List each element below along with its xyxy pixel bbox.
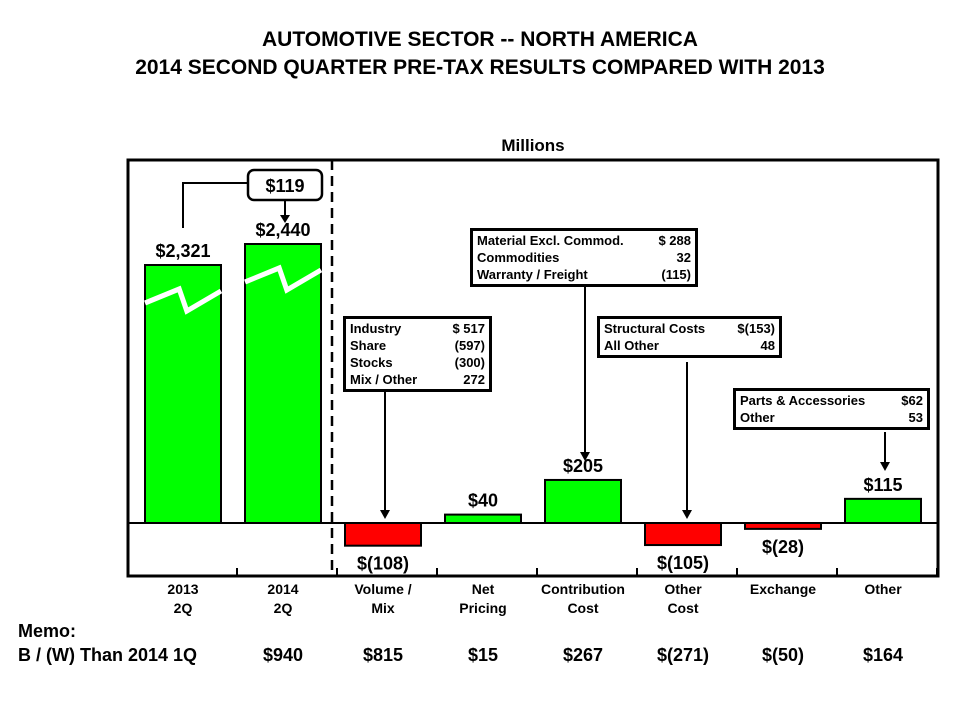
callout-label: Share	[350, 338, 387, 353]
callout-value: (300)	[454, 355, 485, 370]
callout-value: 32	[676, 250, 691, 265]
callout-row: All Other 48	[604, 337, 775, 354]
arrowhead-other-cost	[682, 510, 692, 519]
memo-value-2: $15	[467, 645, 499, 665]
callout-value: (597)	[454, 338, 485, 353]
bar-3	[444, 513, 522, 524]
bar-7	[844, 497, 922, 525]
callout-value: 48	[760, 338, 775, 353]
category-label-3: Net	[472, 581, 495, 597]
callout-row: Parts & Accessories $62	[740, 392, 923, 409]
category-label-4: Contribution	[541, 581, 625, 597]
callout-row: Material Excl. Commod. $ 288	[477, 232, 691, 249]
callout-value: 272	[463, 372, 485, 387]
callout-value: $ 517	[452, 321, 485, 336]
callout-volume-mix: Industry $ 517 Share (597) Stocks (300) Mix / …	[343, 316, 492, 392]
callout-row: Mix / Other 272	[350, 371, 485, 388]
callout-row: Stocks (300)	[350, 354, 485, 371]
data-label-3: $40	[468, 491, 498, 511]
callout-label: Structural Costs	[604, 321, 706, 336]
callout-row: Warranty / Freight (115)	[477, 266, 691, 283]
change-arrowhead	[280, 215, 290, 223]
bar-4	[544, 478, 622, 525]
memo-value-1: $815	[362, 645, 404, 665]
chart-frame	[126, 158, 940, 578]
callout-value: 53	[908, 410, 923, 425]
callout-value: $62	[901, 393, 923, 408]
memo-value-4: $(271)	[656, 645, 710, 665]
arrowhead-other	[880, 462, 890, 471]
callout-row: Commodities 32	[477, 249, 691, 266]
axis-break-mark	[244, 264, 323, 294]
data-label-0: $2,321	[155, 241, 210, 261]
change-connector	[182, 182, 248, 228]
callout-row: Industry $ 517	[350, 320, 485, 337]
category-label-3: Pricing	[459, 600, 506, 616]
callout-label: Commodities	[477, 250, 560, 265]
callout-label: Mix / Other	[350, 372, 418, 387]
category-label-1: 2Q	[274, 600, 293, 616]
category-label-7: Other	[864, 581, 902, 597]
callout-value: (115)	[661, 267, 691, 282]
memo-value-3: $267	[562, 645, 604, 665]
callout-label: Material Excl. Commod.	[477, 233, 624, 248]
callout-value: $(153)	[737, 321, 775, 336]
bar-0	[144, 264, 222, 524]
data-label-2: $(108)	[357, 554, 409, 574]
category-label-6: Exchange	[750, 581, 816, 597]
bar-5	[644, 522, 722, 547]
arrowhead-contribution	[580, 452, 590, 461]
category-label-0: 2013	[167, 581, 198, 597]
callout-other: Parts & Accessories $62 Other 53	[733, 388, 930, 430]
callout-label: Parts & Accessories	[740, 393, 866, 408]
category-label-0: 2Q	[174, 600, 193, 616]
data-label-5: $(105)	[657, 553, 709, 573]
memo-label: Memo:	[18, 621, 76, 641]
data-label-6: $(28)	[762, 537, 804, 557]
callout-other-cost: Structural Costs $(153) All Other 48	[597, 316, 782, 358]
category-label-4: Cost	[567, 600, 598, 616]
memo-value-0: $940	[262, 645, 304, 665]
callout-label: All Other	[604, 338, 659, 353]
data-label-4: $205	[563, 456, 603, 476]
category-label-2: Mix	[371, 600, 395, 616]
callout-label: Stocks	[350, 355, 393, 370]
bar-1	[244, 243, 322, 524]
callout-label: Other	[740, 410, 775, 425]
title-line-2: 2014 SECOND QUARTER PRE-TAX RESULTS COMP…	[135, 56, 825, 79]
callout-value: $ 288	[658, 233, 691, 248]
category-label-1: 2014	[267, 581, 298, 597]
memo-value-6: $164	[862, 645, 904, 665]
title-line-1: AUTOMOTIVE SECTOR -- NORTH AMERICA	[262, 28, 698, 51]
callout-row: Share (597)	[350, 337, 485, 354]
change-label: $119	[265, 176, 304, 196]
category-label-2: Volume /	[354, 581, 411, 597]
bar-2	[344, 522, 422, 547]
category-label-5: Other	[664, 581, 702, 597]
data-label-1: $2,440	[255, 220, 310, 240]
callout-row: Other 53	[740, 409, 923, 426]
data-label-7: $115	[863, 475, 902, 495]
change-box	[246, 168, 324, 202]
callout-label: Warranty / Freight	[477, 267, 588, 282]
chart-subtitle: Millions	[501, 136, 564, 155]
callout-contribution-cost: Material Excl. Commod. $ 288 Commodities 32…	[470, 228, 698, 287]
category-label-5: Cost	[667, 600, 698, 616]
memo-value-5: $(50)	[761, 645, 805, 665]
callout-label: Industry	[350, 321, 402, 336]
bar-6	[744, 522, 822, 530]
axis-break-mark	[144, 285, 223, 315]
arrowhead-volume	[380, 510, 390, 519]
memo-row-label: B / (W) Than 2014 1Q	[18, 645, 198, 665]
callout-row: Structural Costs $(153)	[604, 320, 775, 337]
